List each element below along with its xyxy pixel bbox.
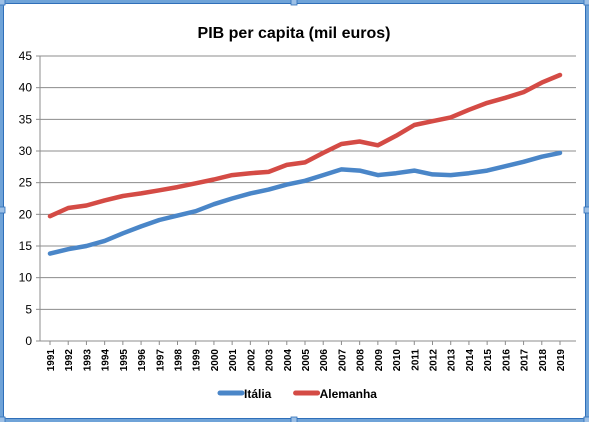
y-tick-label: 0 — [25, 334, 32, 348]
x-tick-label: 2008 — [356, 349, 367, 372]
legend-label: Alemanha — [320, 387, 378, 401]
series-line-italia — [47, 150, 563, 256]
x-tick-label: 1995 — [119, 349, 130, 372]
y-tick-label: 20 — [19, 207, 33, 221]
series-line-alemanha — [47, 72, 563, 219]
x-tick-label: 1996 — [137, 349, 148, 372]
y-tick-label: 35 — [19, 112, 33, 126]
x-tick-label: 2016 — [501, 349, 512, 372]
x-tick-label: 1992 — [64, 349, 75, 372]
x-tick-label: 2004 — [283, 349, 294, 372]
x-tick-label: 2011 — [410, 349, 421, 371]
x-tick-label: 2013 — [447, 349, 458, 372]
resize-handle — [0, 206, 6, 214]
resize-handle — [583, 416, 589, 422]
x-tick-label: 2017 — [520, 349, 531, 372]
y-tick-label: 5 — [25, 302, 32, 316]
x-tick-label: 2014 — [465, 349, 476, 372]
x-tick-label: 2019 — [556, 349, 567, 372]
resize-handle — [290, 0, 298, 6]
resize-handle — [0, 0, 6, 6]
y-tick-label: 40 — [19, 81, 33, 95]
x-tick-label: 2002 — [246, 349, 257, 372]
x-tick-label: 2001 — [228, 349, 239, 372]
x-tick-label: 2006 — [319, 349, 330, 372]
x-tick-label: 2003 — [265, 349, 276, 372]
x-tick-label: 1994 — [101, 349, 112, 372]
x-tick-label: 1997 — [155, 349, 166, 372]
chart-title: PIB per capita (mil euros) — [198, 25, 391, 42]
x-tick-label: 2010 — [392, 349, 403, 372]
x-tick-label: 1991 — [46, 349, 57, 372]
legend-label: Itália — [244, 387, 272, 401]
y-tick-label: 15 — [19, 239, 33, 253]
resize-handle — [583, 206, 589, 214]
x-tick-label: 1998 — [174, 349, 185, 372]
x-tick-label: 2005 — [301, 349, 312, 372]
y-tick-label: 25 — [19, 176, 33, 190]
y-tick-label: 30 — [19, 144, 33, 158]
x-tick-label: 2007 — [337, 349, 348, 372]
resize-handle — [583, 0, 589, 6]
resize-handle — [290, 416, 298, 422]
x-tick-label: 1999 — [192, 349, 203, 372]
x-tick-label: 2012 — [429, 349, 440, 372]
x-tick-label: 1993 — [82, 349, 93, 372]
x-tick-label: 2015 — [483, 349, 494, 372]
x-tick-label: 2009 — [374, 349, 385, 372]
x-tick-label: 2000 — [210, 349, 221, 372]
y-tick-label: 10 — [19, 271, 33, 285]
resize-handle — [0, 416, 6, 422]
x-tick-label: 2018 — [538, 349, 549, 372]
y-tick-label: 45 — [19, 49, 33, 63]
